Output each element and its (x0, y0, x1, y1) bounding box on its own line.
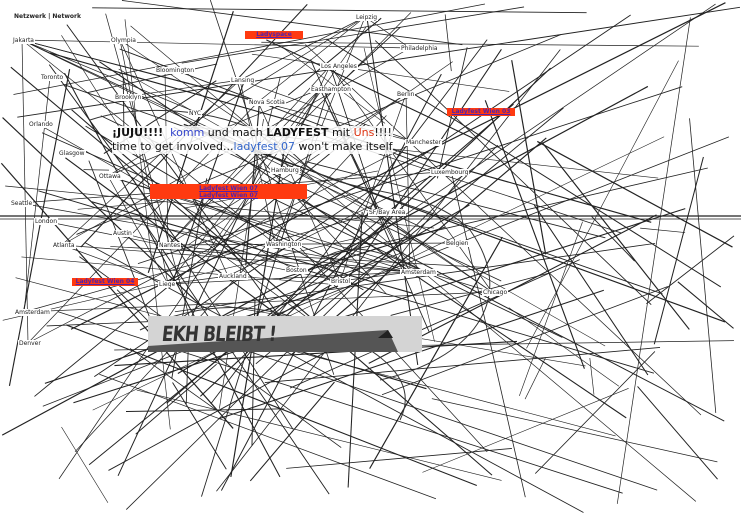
network-line (252, 54, 509, 91)
network-line (432, 399, 718, 462)
header: Netzwerk | Network (14, 13, 81, 20)
network-line (22, 40, 28, 343)
network-line (519, 222, 582, 396)
banner-text: EKH BLEIBT ! (161, 322, 277, 346)
city-label[interactable]: Hamburg (270, 167, 300, 174)
msg-part: !!!! (374, 126, 392, 139)
city-label[interactable]: Nantes (158, 242, 181, 249)
network-line (168, 243, 455, 245)
city-label[interactable]: Easthampton (310, 86, 352, 93)
network-line (240, 17, 365, 80)
msg-part: und mach (208, 126, 263, 139)
page: Jakarta Olympia Leipzig Philadelphia Bloomin… (0, 0, 741, 517)
city-label[interactable]: Toronto (40, 74, 64, 81)
network-line (640, 228, 685, 232)
msg-part: LADYFEST (266, 126, 328, 139)
city-label[interactable]: Los Angeles (320, 63, 358, 70)
network-line (509, 308, 619, 387)
network-line (182, 7, 524, 63)
city-label[interactable]: Bristol (330, 278, 351, 285)
city-label[interactable]: Lansing (230, 77, 255, 84)
city-label[interactable]: Leipzig (355, 14, 378, 21)
msg-part: mit (332, 126, 350, 139)
city-label[interactable]: Glasgow (58, 150, 86, 157)
banner: EKH BLEIBT ! (148, 316, 422, 352)
city-label[interactable]: Amsterdam (400, 269, 437, 276)
network-line (215, 252, 404, 320)
network-line (99, 62, 626, 418)
msg-part: ladyfest 07 (234, 140, 295, 153)
city-label[interactable]: Luxembourg (430, 169, 469, 176)
network-line (20, 203, 410, 272)
city-label[interactable]: Austin (112, 230, 133, 237)
network-line (485, 100, 584, 368)
network-line (120, 40, 228, 276)
city-label[interactable]: Orlando (28, 121, 54, 128)
network-line (646, 236, 734, 304)
message-line: ¡JUJU!!!! komm und mach LADYFEST mit Uns… (112, 126, 393, 140)
network-line (99, 374, 436, 498)
city-label[interactable]: Olympia (110, 37, 137, 44)
city-label[interactable]: Auckland (218, 273, 248, 280)
city-label[interactable]: SF/Bay Area (368, 209, 406, 216)
city-label[interactable]: Berlin (396, 91, 415, 98)
city-label[interactable]: Ottawa (98, 173, 122, 180)
network-line (261, 42, 699, 46)
network-line (638, 386, 718, 479)
city-label[interactable]: Belgien (445, 240, 469, 247)
link-button[interactable]: Ladyfest Wien 04 (72, 278, 138, 286)
city-label[interactable]: Seattle (10, 200, 33, 207)
city-label[interactable]: Washington (265, 241, 302, 248)
network-line (525, 357, 546, 399)
network-line (62, 80, 240, 245)
msg-part: time to get involved... (112, 140, 234, 153)
network-line (690, 118, 716, 413)
network-line (320, 89, 410, 272)
msg-part: ¡JUJU!!!! (112, 126, 163, 139)
link-text[interactable]: Ladyfest Wien 07 (150, 192, 307, 199)
message: ¡JUJU!!!! komm und mach LADYFEST mit Uns… (112, 126, 393, 154)
network-line (126, 409, 284, 412)
city-label[interactable]: Brooklyn (114, 94, 142, 101)
city-label[interactable]: Chicago (482, 289, 508, 296)
link-button[interactable]: Ladyspace (245, 31, 303, 39)
city-label[interactable]: Jakarta (12, 37, 35, 44)
city-label[interactable]: Bloomington (155, 67, 195, 74)
network-line (266, 40, 473, 139)
msg-part: won't make itself (299, 140, 393, 153)
city-label[interactable]: London (34, 218, 58, 225)
city-label[interactable]: Philadelphia (400, 45, 439, 52)
network-line (590, 358, 594, 395)
msg-part: Uns (354, 126, 375, 139)
network-line (136, 364, 217, 434)
city-label[interactable]: Boston (285, 267, 308, 274)
network-line (84, 170, 109, 171)
network-line (422, 388, 628, 472)
city-label[interactable]: Atlanta (52, 242, 76, 249)
city-label[interactable]: Nova Scotia (248, 99, 286, 106)
link-button[interactable]: Ladyfest Wien 03 (447, 108, 515, 116)
city-label[interactable]: Liege (158, 281, 176, 288)
msg-part: komm (170, 126, 204, 139)
network-line (22, 40, 410, 48)
city-label[interactable]: NYC (188, 110, 202, 117)
link-text[interactable]: Ladyfest Wien 07 (150, 185, 307, 192)
city-label[interactable]: Amsterdam (14, 309, 51, 316)
city-label[interactable]: Denver (18, 340, 42, 347)
network-line (16, 278, 616, 436)
network-line (535, 351, 655, 473)
message-line: time to get involved...ladyfest 07 won't… (112, 140, 393, 154)
network-lines (0, 0, 741, 517)
network-line (286, 448, 512, 468)
city-label[interactable]: Manchester (405, 139, 442, 146)
